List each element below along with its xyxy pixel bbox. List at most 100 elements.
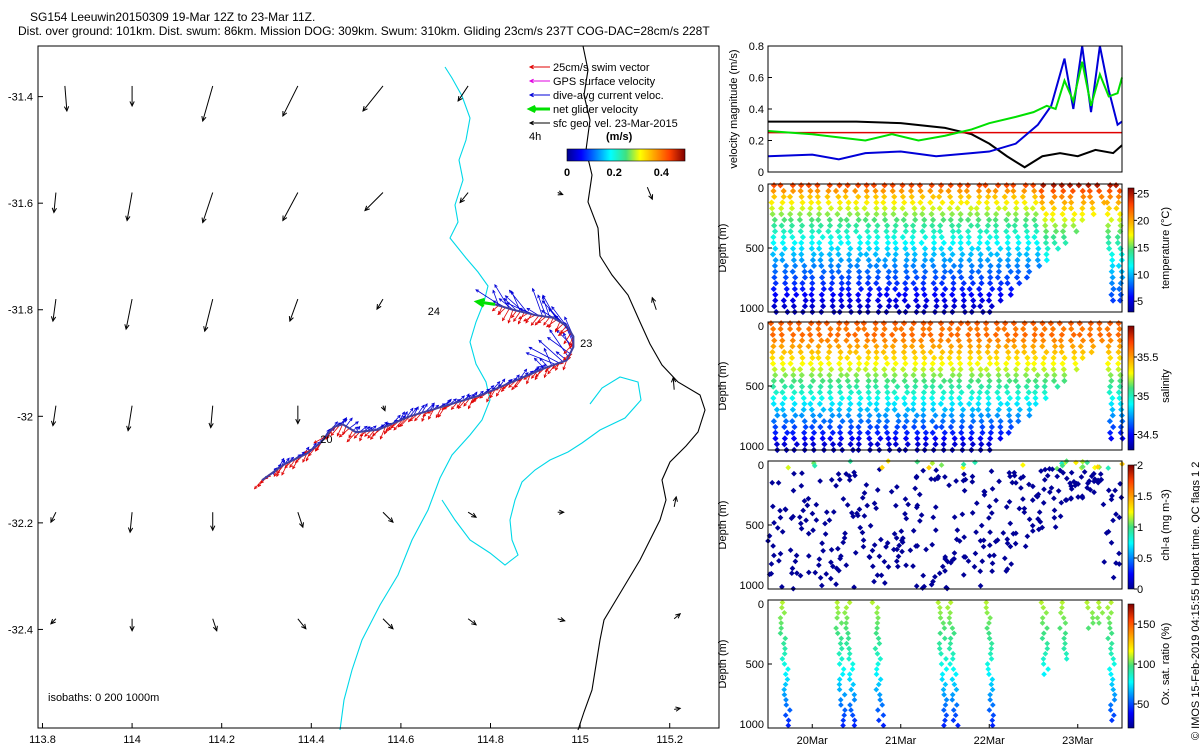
data-point (782, 506, 789, 512)
data-point (769, 348, 776, 356)
data-point (855, 354, 862, 361)
data-point (987, 435, 994, 442)
data-point (920, 274, 928, 281)
data-point (1044, 640, 1051, 647)
data-point (1059, 360, 1066, 367)
data-point (1004, 187, 1011, 195)
map-x-tick-label: 113.8 (29, 734, 56, 746)
data-point (988, 303, 995, 310)
data-point (1067, 193, 1074, 200)
data-point (1021, 343, 1028, 350)
data-point (949, 251, 956, 258)
data-point (783, 697, 789, 703)
data-point (874, 423, 881, 431)
glider-track (261, 303, 575, 482)
data-point (949, 366, 956, 373)
data-point (1115, 360, 1122, 367)
data-point (853, 262, 861, 270)
data-point (778, 354, 785, 361)
data-point (779, 389, 786, 396)
data-point (909, 222, 917, 229)
data-point (1107, 320, 1114, 327)
data-point (987, 615, 993, 621)
data-point (1105, 343, 1112, 350)
data-point (986, 268, 993, 275)
data-point (1004, 331, 1011, 338)
data-point (768, 205, 776, 212)
data-point (1117, 291, 1124, 298)
data-point (1063, 475, 1070, 482)
data-point (1031, 389, 1039, 396)
data-point (913, 274, 920, 281)
data-point (953, 478, 959, 484)
data-point (1048, 331, 1055, 338)
data-point (956, 268, 963, 275)
data-point (917, 337, 925, 344)
data-point (782, 372, 789, 379)
data-point (845, 635, 852, 642)
data-point (807, 268, 814, 275)
swim-vector (338, 427, 350, 438)
data-point (865, 234, 873, 241)
current-vector (498, 298, 514, 311)
data-point (873, 630, 880, 637)
data-point (1079, 187, 1086, 195)
data-point (797, 377, 804, 384)
data-point (781, 686, 787, 693)
data-point (1012, 228, 1019, 235)
data-point (930, 262, 937, 270)
data-point (911, 205, 918, 212)
data-point (862, 216, 869, 223)
data-point (871, 542, 878, 548)
data-point (1097, 471, 1104, 477)
data-point (1003, 228, 1010, 235)
geo-vector-arrow (210, 512, 216, 532)
data-point (836, 222, 843, 229)
data-point (1107, 429, 1114, 436)
data-point (770, 285, 777, 293)
data-point (902, 245, 909, 252)
data-point (885, 268, 892, 275)
data-point (1108, 640, 1115, 647)
data-point (1013, 205, 1020, 212)
data-point (975, 187, 983, 195)
time-tick-label: 23Mar (1062, 735, 1094, 747)
data-point (957, 343, 964, 350)
data-point (827, 205, 835, 212)
data-point (874, 297, 882, 304)
data-point (781, 441, 788, 448)
data-point (1020, 496, 1026, 502)
data-point (797, 187, 804, 195)
data-point (958, 389, 965, 396)
data-point (957, 239, 964, 246)
data-point (1107, 337, 1114, 344)
data-point (1006, 395, 1014, 402)
data-point (816, 389, 824, 396)
data-point (933, 297, 940, 304)
data-point (843, 320, 850, 327)
data-point (890, 348, 897, 356)
data-point (771, 193, 778, 200)
data-point (1040, 656, 1047, 662)
data-point (820, 547, 826, 554)
data-point (1038, 599, 1045, 606)
data-point (835, 193, 842, 200)
data-point (989, 676, 996, 683)
data-point (867, 423, 874, 431)
data-point (834, 331, 841, 338)
geo-vector-arrow (457, 85, 469, 102)
data-point (993, 497, 999, 504)
data-point (828, 245, 835, 252)
data-point (1107, 372, 1114, 379)
data-point (827, 418, 834, 425)
data-point (1005, 251, 1012, 258)
data-point (875, 635, 882, 642)
data-point (1116, 325, 1123, 333)
data-point (860, 537, 867, 544)
data-point (922, 268, 929, 275)
data-point (844, 377, 851, 384)
data-point (960, 280, 967, 287)
